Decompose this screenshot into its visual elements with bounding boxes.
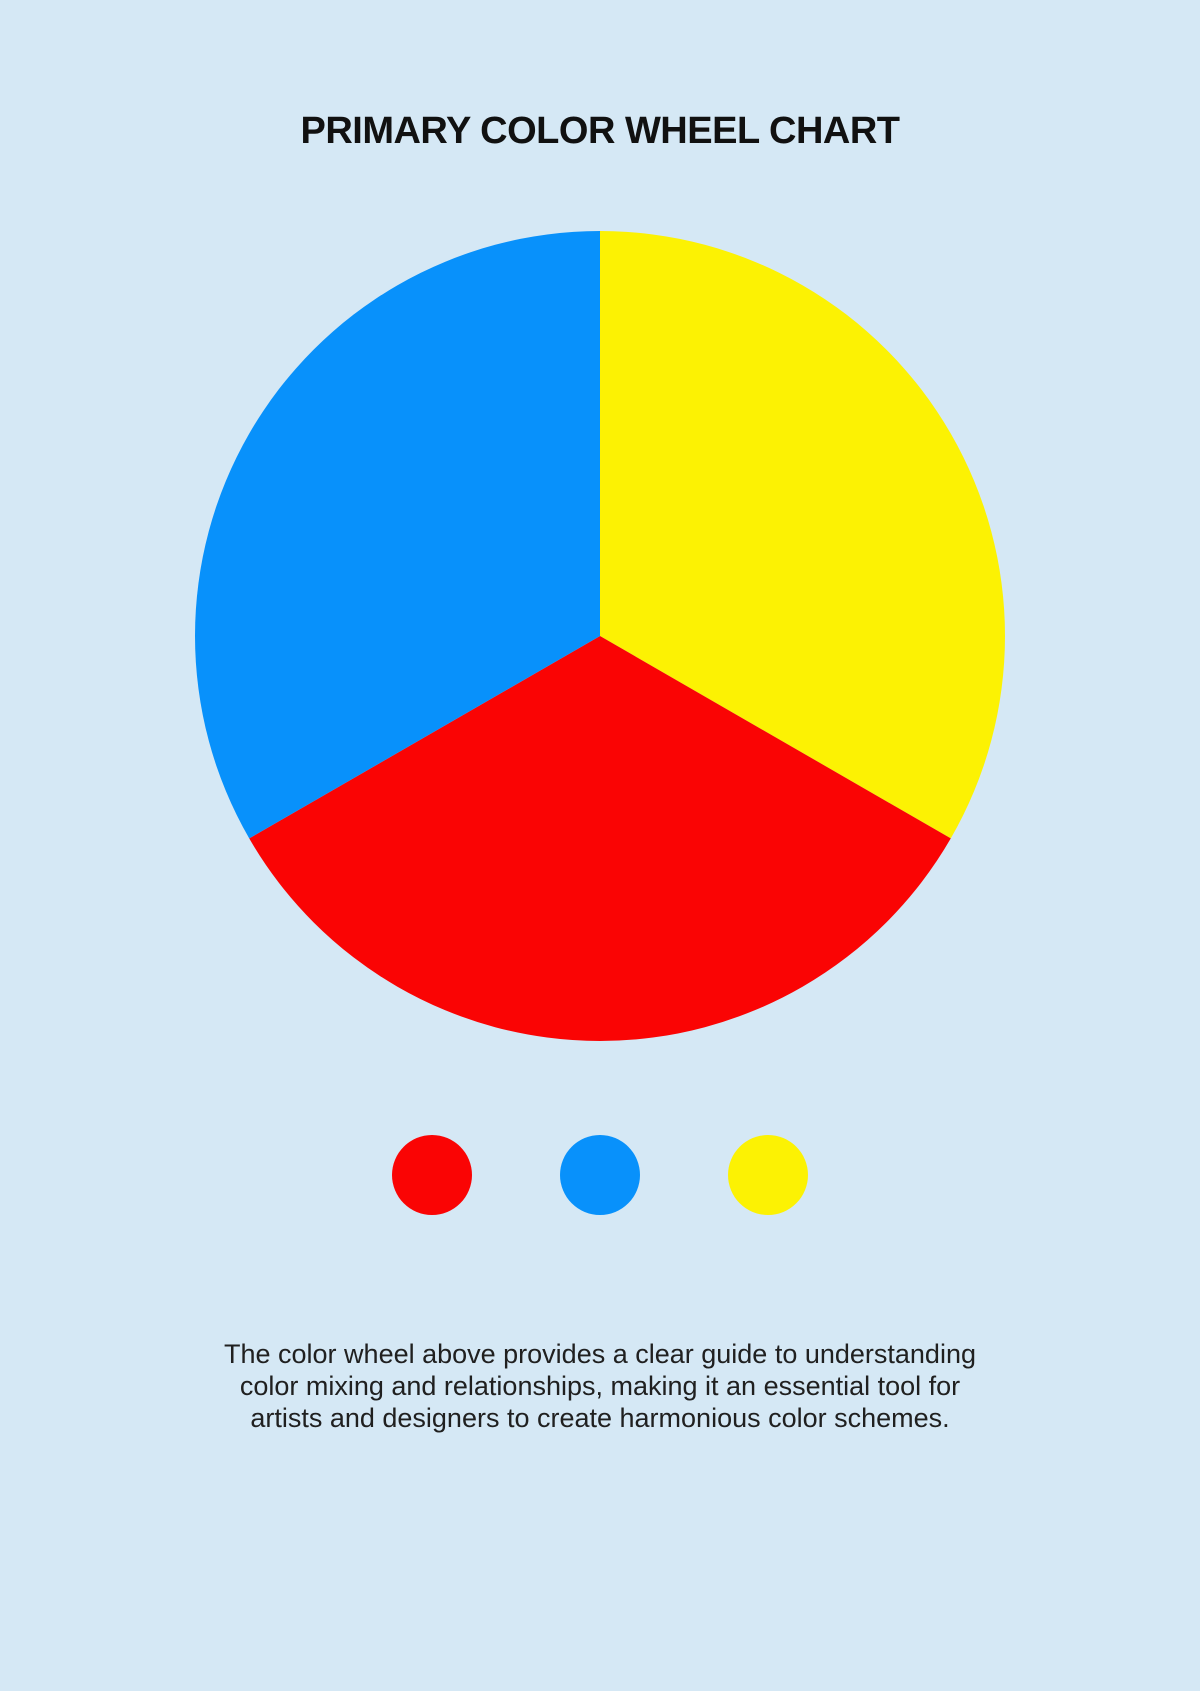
legend [0,1135,1200,1215]
pie-slice-red [249,636,951,1041]
page-title: PRIMARY COLOR WHEEL CHART [300,110,900,152]
pie-chart [0,231,1200,1041]
legend-dot-yellow [728,1135,808,1215]
legend-dot-red [392,1135,472,1215]
pie-slice-yellow [600,231,1005,839]
pie-slice-blue [195,231,600,839]
color-wheel-svg [195,231,1005,1041]
legend-dot-blue [560,1135,640,1215]
description-text: The color wheel above provides a clear g… [224,1339,976,1433]
